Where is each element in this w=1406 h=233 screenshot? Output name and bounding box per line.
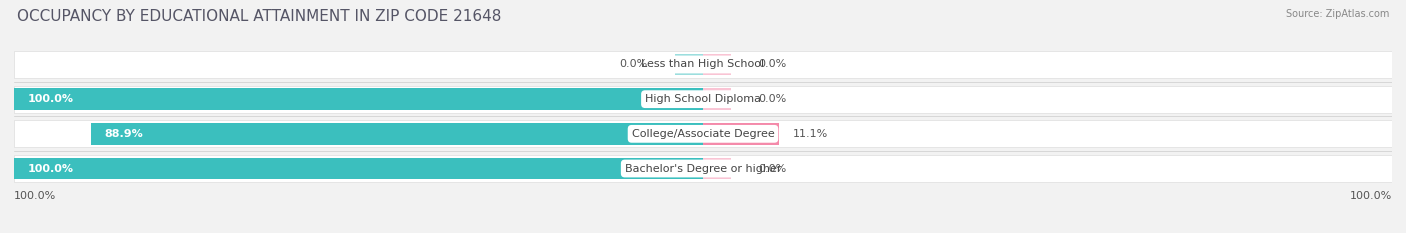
Text: OCCUPANCY BY EDUCATIONAL ATTAINMENT IN ZIP CODE 21648: OCCUPANCY BY EDUCATIONAL ATTAINMENT IN Z… [17,9,502,24]
Bar [14,155,1392,182]
Text: 0.0%: 0.0% [758,164,786,174]
Text: 88.9%: 88.9% [104,129,143,139]
Bar [703,158,731,179]
Text: High School Diploma: High School Diploma [645,94,761,104]
Text: Less than High School: Less than High School [641,59,765,69]
Bar [703,88,731,110]
Text: Bachelor's Degree or higher: Bachelor's Degree or higher [624,164,782,174]
Bar [14,88,703,110]
Bar [14,86,1392,113]
Bar [14,120,1392,147]
Bar [14,51,1392,78]
Bar [14,158,703,179]
Text: 100.0%: 100.0% [28,164,75,174]
Bar [703,123,779,145]
Text: 0.0%: 0.0% [758,59,786,69]
Text: 0.0%: 0.0% [758,94,786,104]
Text: 100.0%: 100.0% [1350,191,1392,201]
Bar [90,123,703,145]
Text: 100.0%: 100.0% [28,94,75,104]
Bar [703,54,731,75]
Text: College/Associate Degree: College/Associate Degree [631,129,775,139]
Text: 11.1%: 11.1% [793,129,828,139]
Text: 100.0%: 100.0% [14,191,56,201]
Text: Source: ZipAtlas.com: Source: ZipAtlas.com [1285,9,1389,19]
Text: 0.0%: 0.0% [620,59,648,69]
Bar [675,54,703,75]
